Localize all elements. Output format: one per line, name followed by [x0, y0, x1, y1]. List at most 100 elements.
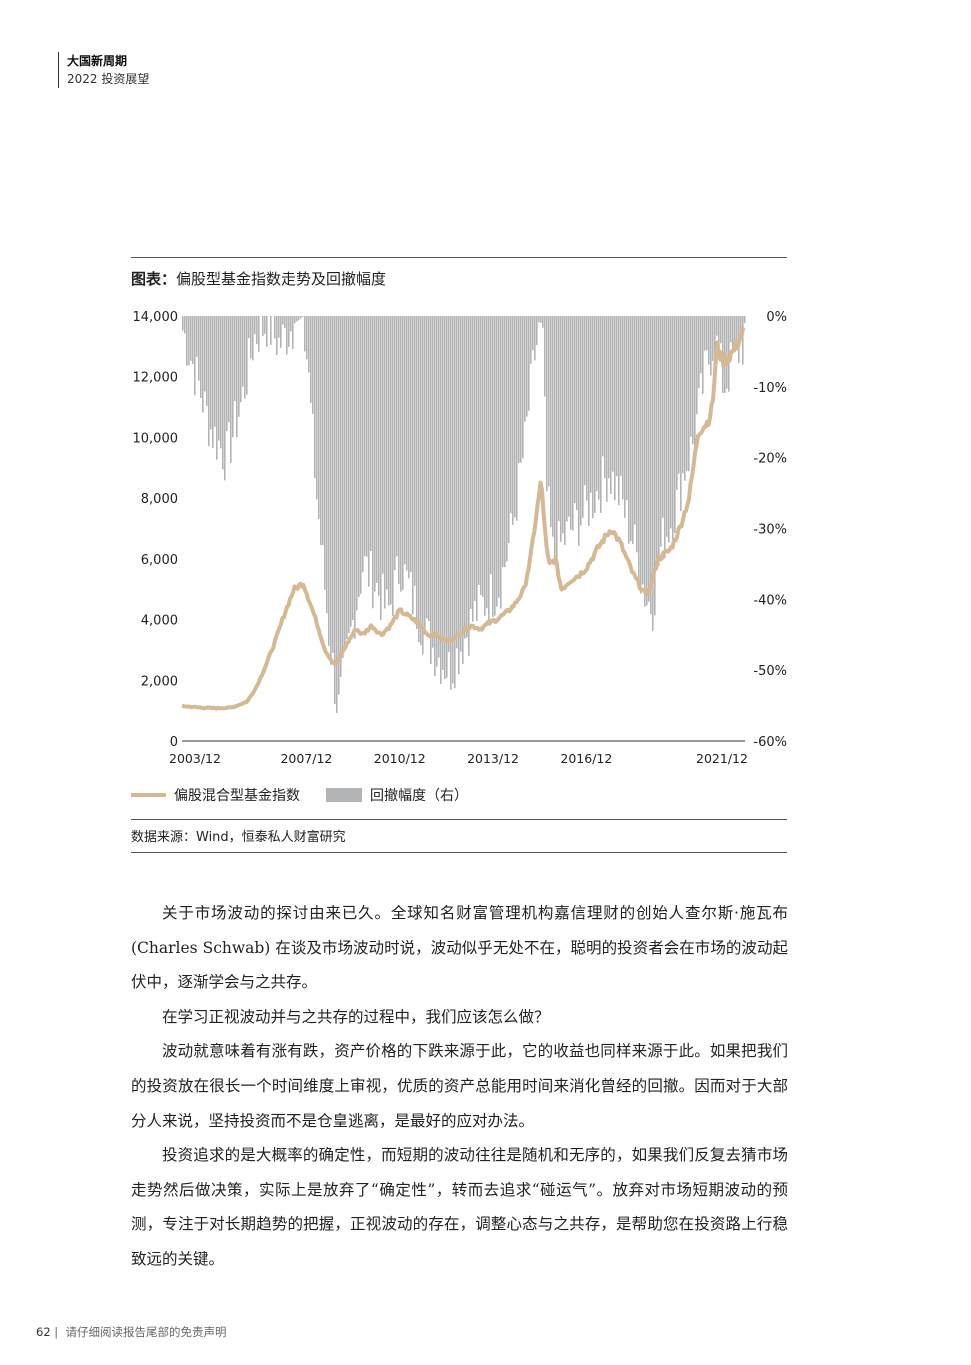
drawdown-bar [308, 316, 310, 373]
drawdown-bar [360, 316, 362, 594]
drawdown-bar [662, 316, 664, 518]
drawdown-bar [620, 316, 622, 476]
drawdown-bar [196, 316, 198, 357]
drawdown-bar [364, 316, 366, 557]
drawdown-bar [420, 316, 422, 646]
figure-source: 数据来源：Wind，恒泰私人财富研究 [131, 830, 346, 845]
drawdown-bar [718, 316, 720, 355]
drawdown-bar [378, 316, 380, 596]
drawdown-bar [270, 316, 272, 345]
left-axis-tick-label: 12,000 [133, 371, 179, 386]
drawdown-bar [356, 316, 358, 611]
drawdown-bar [632, 316, 634, 544]
drawdown-bar [350, 316, 352, 627]
drawdown-bar [382, 316, 384, 574]
drawdown-bar [670, 316, 672, 529]
drawdown-bar [400, 316, 402, 592]
drawdown-bar [480, 316, 482, 595]
drawdown-bar [490, 316, 492, 575]
drawdown-bar [536, 316, 538, 345]
drawdown-bar [398, 316, 400, 585]
right-axis-tick-label: 0% [766, 310, 787, 325]
drawdown-bar [374, 316, 376, 592]
drawdown-bar [650, 316, 652, 615]
drawdown-bar [708, 316, 710, 365]
drawdown-bar [288, 316, 290, 347]
drawdown-bar [636, 316, 638, 553]
drawdown-bar [352, 316, 354, 621]
drawdown-bar [736, 316, 738, 342]
drawdown-bar [438, 316, 440, 658]
left-axis-tick-label: 2,000 [141, 674, 178, 689]
drawdown-bar [590, 316, 592, 493]
drawdown-bar [688, 316, 690, 472]
drawdown-bar [518, 316, 520, 463]
drawdown-bar [692, 316, 694, 445]
drawdown-bar [488, 316, 490, 622]
drawdown-bar [198, 316, 200, 381]
drawdown-bar [242, 316, 244, 387]
drawdown-bar [348, 316, 350, 634]
drawdown-bar [682, 316, 684, 474]
drawdown-bar [742, 316, 744, 365]
drawdown-bar [482, 316, 484, 597]
drawdown-bar [332, 316, 334, 653]
drawdown-bar [664, 316, 666, 559]
drawdown-bar [706, 316, 708, 351]
drawdown-bar [390, 316, 392, 605]
drawdown-bar [214, 316, 216, 427]
x-axis-tick-label: 2013/12 [467, 751, 519, 766]
drawdown-bar [510, 316, 512, 514]
drawdown-bar [416, 316, 418, 629]
drawdown-bar [244, 316, 246, 399]
footer-separator: | [50, 1325, 66, 1339]
drawdown-bar [354, 316, 356, 639]
right-axis-tick-label: -10% [753, 381, 787, 396]
right-axis-ticks: 0% -10% -20% -30% -40% -50% -60% [753, 310, 787, 750]
drawdown-bar [638, 316, 640, 589]
drawdown-bar [298, 316, 300, 321]
drawdown-bar [246, 316, 248, 395]
drawdown-bar [188, 316, 190, 366]
drawdown-bar [326, 316, 328, 614]
drawdown-bar [202, 316, 204, 413]
drawdown-bar [568, 316, 570, 517]
drawdown-bar [558, 316, 560, 522]
drawdown-bar [562, 316, 564, 534]
drawdown-bar [450, 316, 452, 690]
drawdown-bar [238, 316, 240, 417]
drawdown-bar [330, 316, 332, 665]
page-footer: 62 | 请仔细阅读报告尾部的免责声明 [36, 1324, 226, 1340]
drawdown-bar [554, 316, 556, 558]
left-axis-tick-label: 10,000 [133, 431, 179, 446]
body-paragraph: 在学习正视波动并与之共存的过程中，我们应该怎么做？ [162, 1007, 550, 1026]
body-text: 关于市场波动的探讨由来已久。全球知名财富管理机构嘉信理财的创始人查尔斯·施瓦布 … [131, 896, 788, 1277]
legend-bar-swatch [326, 788, 362, 802]
drawdown-bar [430, 316, 432, 665]
left-axis-tick-label: 0 [170, 735, 178, 750]
drawdown-bar [444, 316, 446, 680]
drawdown-bar [592, 316, 594, 519]
drawdown-bar [226, 316, 228, 432]
x-axis-tick-label: 2010/12 [374, 751, 426, 766]
drawdown-bar [182, 316, 184, 331]
drawdown-bar [412, 316, 414, 615]
drawdown-bar [712, 316, 714, 361]
drawdown-bar [204, 316, 206, 392]
drawdown-bar [312, 316, 314, 414]
drawdown-bar [684, 316, 686, 481]
drawdown-bar [434, 316, 436, 677]
drawdown-bar [606, 316, 608, 502]
drawdown-bar [700, 316, 702, 374]
drawdown-bar [734, 316, 736, 340]
drawdown-bar [656, 316, 658, 564]
drawdown-bar [236, 316, 238, 438]
drawdown-bar [666, 316, 668, 537]
header-title: 大国新周期 [67, 54, 128, 68]
body-paragraph: 关于市场波动的探讨由来已久。全球知名财富管理机构嘉信理财的创始人查尔斯·施瓦布 … [131, 904, 788, 992]
drawdown-bar [220, 316, 222, 449]
legend-line-label: 偏股混合型基金指数 [174, 787, 300, 804]
drawdown-bar [230, 316, 232, 463]
drawdown-bar [324, 316, 326, 590]
drawdown-bar [322, 316, 324, 546]
